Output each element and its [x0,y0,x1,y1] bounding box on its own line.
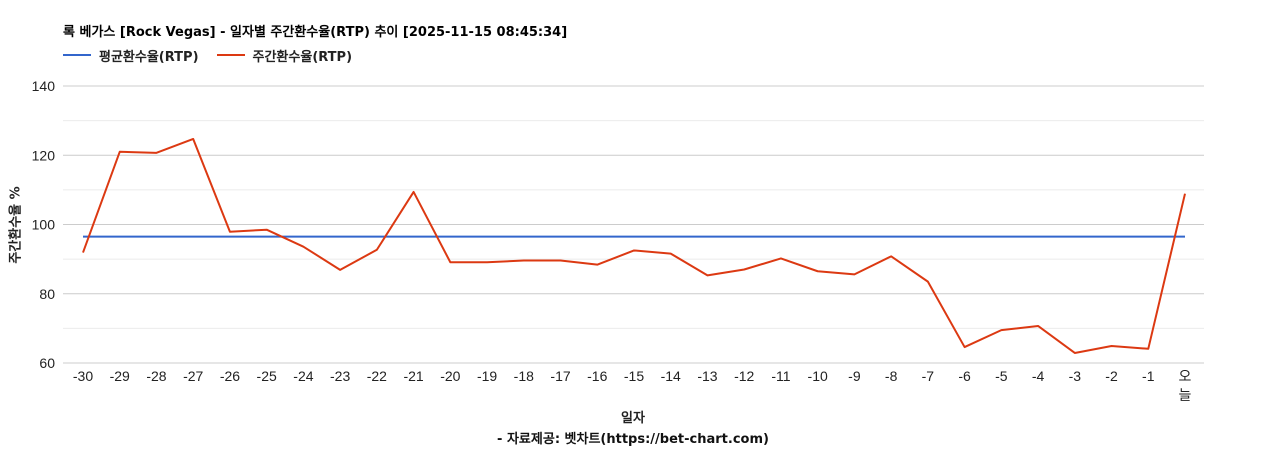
x-tick-label: -1 [1142,368,1155,384]
x-tick-label: -30 [73,368,93,384]
x-tick-label: -7 [922,368,935,384]
y-axis-title: 주간환수율 % [8,186,24,264]
data-series [82,137,1186,354]
x-tick-label: -5 [995,368,1008,384]
legend: 평균환수율(RTP) 주간환수율(RTP) [63,46,370,65]
x-tick-label: -6 [958,368,971,384]
x-tick-label: -13 [697,368,717,384]
x-tick-label: -15 [624,368,644,384]
x-tick-label: -2 [1105,368,1118,384]
x-tick-label: -12 [734,368,754,384]
x-tick-label: -23 [330,368,350,384]
x-axis-ticks: -30 -29 -28 -27 -26 -25 -24 -23 -22 -21 -20 -19 -18-… [73,368,1192,403]
x-tick-label: -25 [257,368,277,384]
legend-item-weekly-rtp[interactable]: 주간환수율(RTP) [216,46,353,65]
chart-title: 록 베가스 [Rock Vegas] - 일자별 주간환수율(RTP) 추이 [… [63,25,568,40]
x-tick-label: -22 [367,368,387,384]
y-tick-label: 140 [32,78,56,94]
x-tick-label: -21 [403,368,423,384]
x-tick-label: -26 [220,368,240,384]
x-tick-label: -19 [477,368,497,384]
y-tick-label: 60 [39,355,55,371]
gridlines [63,85,1204,364]
x-tick-label: -4 [1032,368,1045,384]
x-tick-label: -20 [440,368,460,384]
y-tick-label: 80 [39,286,55,302]
x-tick-label: -27 [183,368,203,384]
legend-swatch-average [63,54,91,56]
weekly-rtp-line[interactable] [82,137,1186,354]
x-tick-label: -17 [550,368,570,384]
x-tick-label-today: 오 [1179,368,1192,384]
x-tick-label: -24 [293,368,313,384]
x-tick-label: -28 [146,368,166,384]
y-tick-label: 100 [32,217,56,233]
x-tick-label: -8 [885,368,898,384]
x-tick-label: -29 [110,368,130,384]
x-tick-label: -3 [1069,368,1082,384]
legend-label-weekly: 주간환수율(RTP) [252,49,353,65]
legend-item-average-rtp[interactable]: 평균환수율(RTP) [63,46,199,65]
x-tick-label-today: 늘 [1179,387,1192,403]
x-tick-label: -14 [661,368,681,384]
x-tick-label: -18 [514,368,534,384]
x-tick-label: -11 [771,368,790,384]
x-axis-title: 일자 [621,411,645,426]
legend-label-average: 평균환수율(RTP) [99,49,199,65]
x-tick-label: -10 [808,368,828,384]
x-tick-label: -16 [587,368,607,384]
x-tick-label: -9 [848,368,861,384]
y-axis-ticks: 60 80 100 120 140 [32,78,56,371]
y-tick-label: 120 [32,147,56,163]
source-credit: - 자료제공: 벳차트(https://bet-chart.com) [497,432,769,447]
legend-swatch-weekly [216,54,245,56]
